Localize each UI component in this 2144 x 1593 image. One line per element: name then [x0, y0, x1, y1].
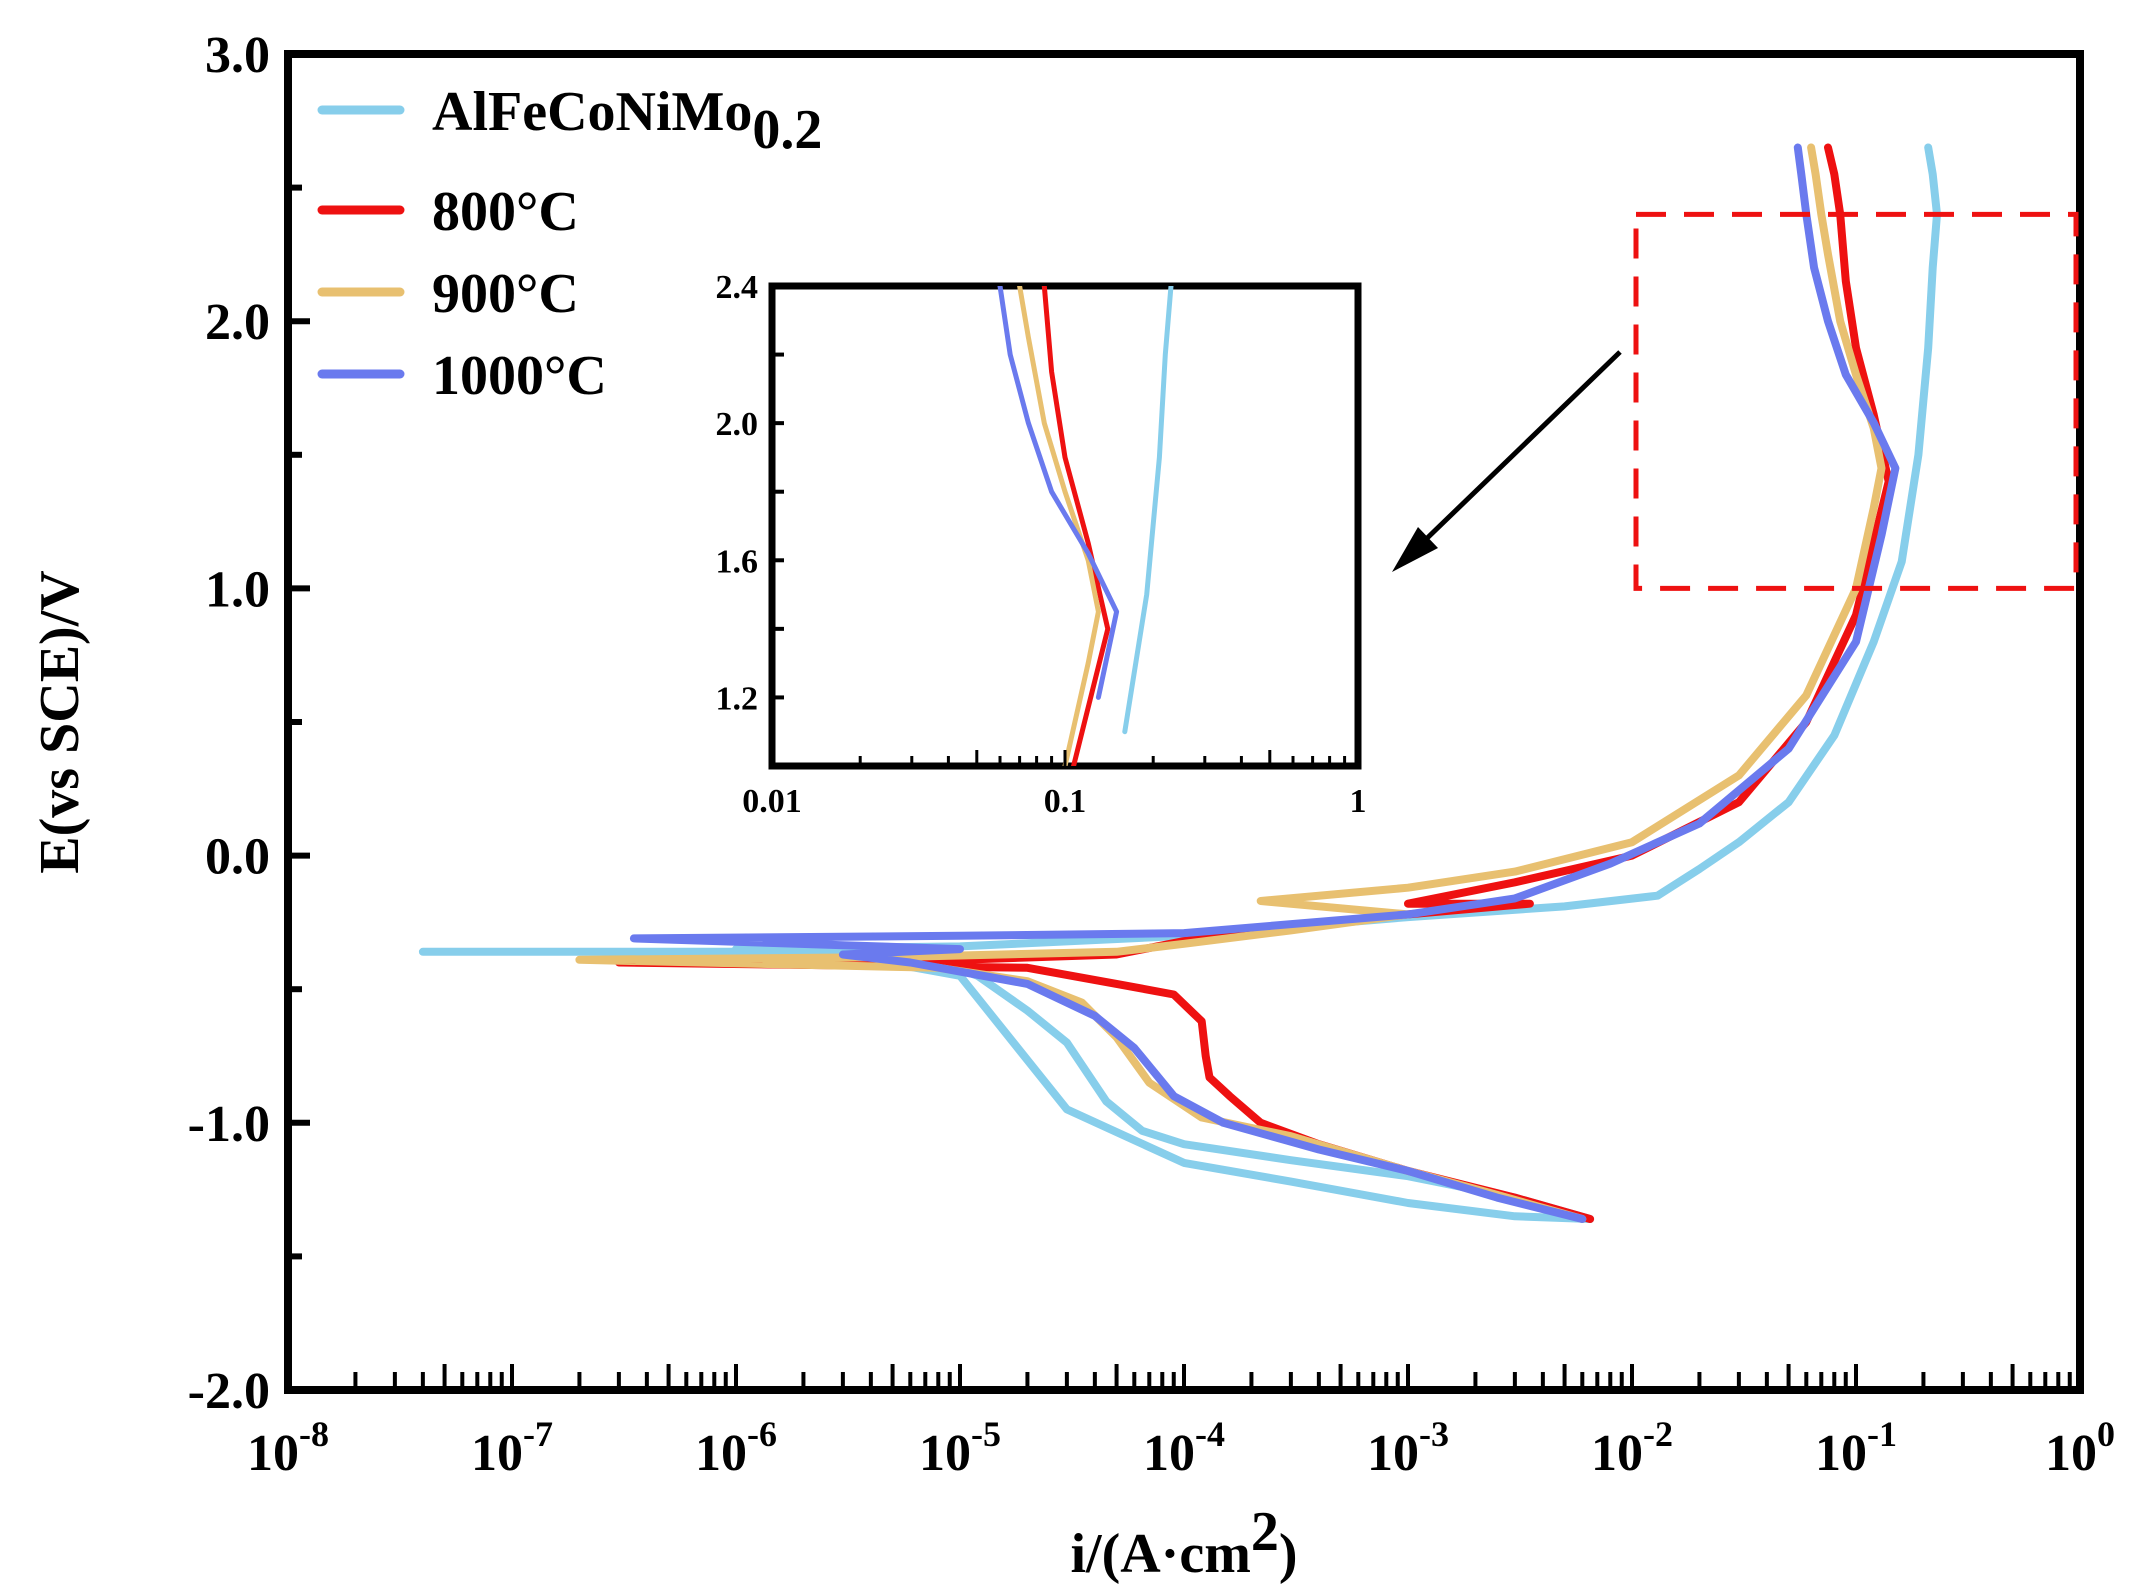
x-axis-title: i/(A·cm2) — [1070, 1501, 1297, 1585]
inset-y-tick-label: 2.4 — [716, 269, 759, 306]
inset-series-line-alfeconimo0-2 — [1122, 286, 1174, 735]
y-axis-ticks: 3.0 2.0 1.0 0.0 -1.0 -2.0 — [188, 27, 310, 1420]
inset-series-line-900-c — [1017, 286, 1101, 766]
inset-series-line-800-c — [1041, 286, 1111, 766]
x-tick-base: 10 — [247, 1425, 299, 1482]
x-tick-label: 10-5 — [919, 1414, 1001, 1482]
legend-label-text: 900°C — [432, 263, 579, 325]
x-tick-label: 10-3 — [1367, 1414, 1449, 1482]
y-tick-label: 1.0 — [205, 561, 270, 618]
x-tick-base: 10 — [1367, 1425, 1419, 1482]
legend-label-text: AlFeCoNiMo — [432, 81, 752, 143]
x-tick-label: 10-7 — [471, 1414, 553, 1482]
x-tick-exponent: -6 — [747, 1414, 777, 1454]
series-line-1000-c — [629, 143, 1900, 1223]
x-tick-base: 10 — [2045, 1425, 2097, 1482]
inset-plot: 2.4 2.0 1.6 1.2 0.01 0.1 1 — [716, 269, 1367, 820]
main-series-group — [418, 143, 1941, 1223]
inset-y-tick-label: 1.6 — [716, 543, 759, 580]
inset-x-tick-label: 0.01 — [742, 783, 802, 820]
x-axis-title-close: ) — [1279, 1523, 1298, 1585]
y-tick-label: -1.0 — [188, 1096, 270, 1153]
zoom-arrow — [1392, 350, 1622, 572]
x-tick-base: 10 — [1143, 1425, 1195, 1482]
y-tick-label: -2.0 — [188, 1363, 270, 1420]
legend-label-alfeconimo: AlFeCoNiMo0.2 — [432, 81, 822, 161]
x-tick-base: 10 — [695, 1425, 747, 1482]
zoom-arrow-line — [1418, 350, 1622, 547]
x-tick-exponent: -5 — [971, 1414, 1001, 1454]
series-line-900-c — [575, 143, 1886, 1223]
x-tick-exponent: -8 — [299, 1414, 329, 1454]
legend-label-1000-c: 1000°C — [432, 345, 607, 407]
x-axis-title-sup: 2 — [1251, 1501, 1279, 1563]
x-tick-base: 10 — [471, 1425, 523, 1482]
x-tick-base: 10 — [1591, 1425, 1643, 1482]
y-tick-label: 2.0 — [205, 294, 270, 351]
x-tick-label: 10-6 — [695, 1414, 777, 1482]
main-plot: 3.02.01.00.0-1.0-2.0 10-8 10-7 10-6 10-5 10-… — [188, 27, 2115, 1482]
x-axis-ticks: 10-8 10-7 10-6 10-5 10-4 10-3 10-2 10-1 100 — [247, 1364, 2115, 1482]
x-tick-exponent: -2 — [1643, 1414, 1673, 1454]
x-tick-label: 10-2 — [1591, 1414, 1673, 1482]
zoom-region-box — [1633, 211, 2079, 591]
legend: AlFeCoNiMo0.2 800°C 900°C 1000°C — [317, 81, 822, 407]
inset-series-line-1000-c — [997, 286, 1120, 700]
y-axis-title: E(vs SCE)/V — [29, 570, 91, 873]
x-tick-label: 100 — [2045, 1414, 2115, 1482]
x-tick-exponent: 0 — [2097, 1414, 2115, 1454]
y-tick-label: 0.0 — [205, 829, 270, 886]
x-tick-label: 10-8 — [247, 1414, 329, 1482]
x-tick-exponent: -1 — [1867, 1414, 1897, 1454]
inset-x-ticks: 0.01 0.1 1 — [742, 750, 1367, 820]
x-tick-base: 10 — [919, 1425, 971, 1482]
x-axis-title-main: i/(A·cm — [1070, 1523, 1250, 1585]
x-tick-label: 10-1 — [1815, 1414, 1897, 1482]
inset-x-tick-label: 0.1 — [1044, 783, 1087, 820]
x-tick-label: 10-4 — [1143, 1414, 1225, 1482]
inset-background — [772, 286, 1358, 766]
x-tick-base: 10 — [1815, 1425, 1867, 1482]
legend-label-text: 1000°C — [432, 345, 607, 407]
x-tick-exponent: -4 — [1195, 1414, 1225, 1454]
y-tick-label: 3.0 — [205, 27, 270, 84]
legend-label-text: 800°C — [432, 181, 579, 243]
x-tick-exponent: -3 — [1419, 1414, 1449, 1454]
inset-y-tick-label: 1.2 — [716, 680, 759, 717]
inset-y-ticks: 2.4 2.0 1.6 1.2 — [716, 269, 784, 768]
zoom-arrow-head — [1392, 527, 1438, 572]
legend-label-800-c: 800°C — [432, 181, 579, 243]
x-tick-exponent: -7 — [523, 1414, 553, 1454]
inset-y-tick-label: 2.0 — [716, 406, 759, 443]
inset-series-group — [997, 286, 1174, 766]
legend-label-subscript: 0.2 — [752, 99, 822, 161]
legend-label-900-c: 900°C — [432, 263, 579, 325]
inset-x-tick-label: 1 — [1350, 783, 1367, 820]
